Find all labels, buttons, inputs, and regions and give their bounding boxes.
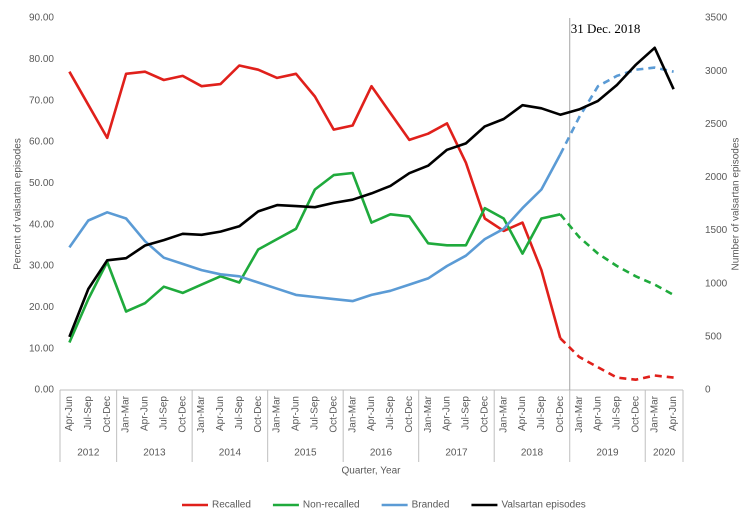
x-tick-label: Jan-Mar	[272, 395, 283, 432]
x-tick-label: Apr-Jun	[215, 396, 226, 431]
series-line	[68, 64, 562, 339]
x-tick-label: Apr-Jun	[366, 396, 377, 431]
y-tick-label: 40.00	[29, 219, 54, 230]
annotation: 31 Dec. 2018	[571, 21, 641, 36]
x-group-label: 2019	[596, 448, 619, 459]
x-tick-label: Jul-Sep	[158, 396, 169, 430]
x-tick-label: Jan-Mar	[196, 395, 207, 432]
x-tick-label: Jan-Mar	[574, 395, 585, 432]
series-line	[68, 171, 561, 344]
x-tick-label: Jan-Mar	[347, 395, 358, 432]
y2-tick-label: 1000	[705, 278, 728, 289]
y-tick-label: 80.00	[29, 54, 54, 65]
x-tick-label: Apr-Jun	[517, 396, 528, 431]
y-tick-label: 30.00	[29, 261, 54, 272]
legend-label: Recalled	[212, 500, 251, 511]
series-line	[559, 337, 674, 381]
x-tick-label: Jul-Sep	[83, 396, 94, 430]
x-group-label: 2015	[294, 448, 317, 459]
x-tick-label: Jan-Mar	[498, 395, 509, 432]
x-tick-label: Oct-Dec	[177, 396, 188, 433]
legend-label: Non-recalled	[303, 500, 360, 511]
x-group-label: 2018	[521, 448, 544, 459]
y-tick-label: 0.00	[35, 385, 55, 396]
y-tick-label: 20.00	[29, 302, 54, 313]
x-group-label: 2020	[653, 448, 676, 459]
x-tick-label: Apr-Jun	[291, 396, 302, 431]
legend-label: Branded	[412, 500, 450, 511]
x-tick-label: Apr-Jun	[668, 396, 679, 431]
x-tick-label: Apr-Jun	[593, 396, 604, 431]
x-tick-label: Apr-Jun	[64, 396, 75, 431]
x-axis-label: Quarter, Year	[342, 466, 402, 477]
x-tick-label: Oct-Dec	[102, 396, 113, 433]
x-tick-label: Jul-Sep	[385, 396, 396, 430]
y2-axis-label: Number of valsartan episodes	[731, 138, 742, 271]
x-tick-label: Jan-Mar	[649, 395, 660, 432]
y2-tick-label: 3000	[705, 66, 728, 77]
series-line	[68, 46, 675, 338]
y2-tick-label: 3500	[705, 13, 728, 24]
x-group-label: 2014	[219, 448, 242, 459]
x-tick-label: Jan-Mar	[423, 395, 434, 432]
x-tick-label: Oct-Dec	[630, 396, 641, 433]
legend-label: Valsartan episodes	[501, 500, 585, 511]
y2-tick-label: 500	[705, 331, 722, 342]
y-tick-label: 70.00	[29, 95, 54, 106]
y2-tick-label: 1500	[705, 225, 728, 236]
x-tick-label: Jul-Sep	[234, 396, 245, 430]
x-tick-label: Jul-Sep	[461, 396, 472, 430]
y-axis-label: Percent of valsartan episodes	[13, 138, 24, 270]
y2-tick-label: 2000	[705, 172, 728, 183]
y-tick-label: 90.00	[29, 13, 54, 24]
y-tick-label: 50.00	[29, 178, 54, 189]
x-group-label: 2013	[143, 448, 166, 459]
x-tick-label: Oct-Dec	[479, 396, 490, 433]
y2-tick-label: 0	[705, 385, 711, 396]
y2-tick-label: 2500	[705, 119, 728, 130]
x-tick-label: Oct-Dec	[328, 396, 339, 433]
x-tick-label: Jul-Sep	[310, 396, 321, 430]
series-line	[559, 66, 674, 155]
x-group-label: 2017	[445, 448, 468, 459]
x-tick-label: Apr-Jun	[442, 396, 453, 431]
x-tick-label: Oct-Dec	[404, 396, 415, 433]
series-line	[68, 153, 562, 303]
y-tick-label: 10.00	[29, 343, 54, 354]
series-line	[559, 213, 675, 297]
x-tick-label: Oct-Dec	[253, 396, 264, 433]
x-tick-label: Apr-Jun	[140, 396, 151, 431]
x-group-label: 2016	[370, 448, 393, 459]
x-tick-label: Jul-Sep	[612, 396, 623, 430]
y-tick-label: 60.00	[29, 137, 54, 148]
x-group-label: 2012	[77, 448, 100, 459]
x-tick-label: Jul-Sep	[536, 396, 547, 430]
x-tick-label: Oct-Dec	[555, 396, 566, 433]
x-tick-label: Jan-Mar	[121, 395, 132, 432]
